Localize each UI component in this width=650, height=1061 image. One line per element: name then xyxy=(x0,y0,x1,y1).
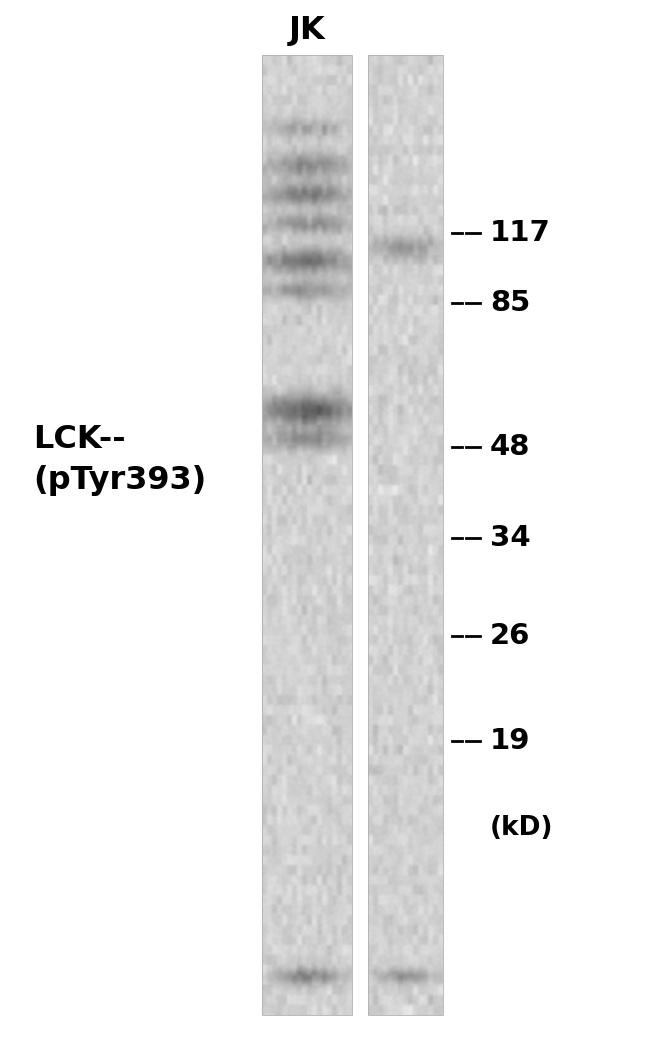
Text: (kD): (kD) xyxy=(490,815,554,840)
Text: 26: 26 xyxy=(490,622,530,649)
Text: 34: 34 xyxy=(490,524,530,552)
Text: 19: 19 xyxy=(490,728,530,755)
Text: JK: JK xyxy=(289,15,326,46)
Bar xyxy=(262,55,352,1015)
Text: 48: 48 xyxy=(490,433,530,460)
Text: 117: 117 xyxy=(490,219,551,246)
Text: LCK--
(pTyr393): LCK-- (pTyr393) xyxy=(33,424,207,495)
Text: 85: 85 xyxy=(490,289,530,316)
Bar xyxy=(368,55,443,1015)
